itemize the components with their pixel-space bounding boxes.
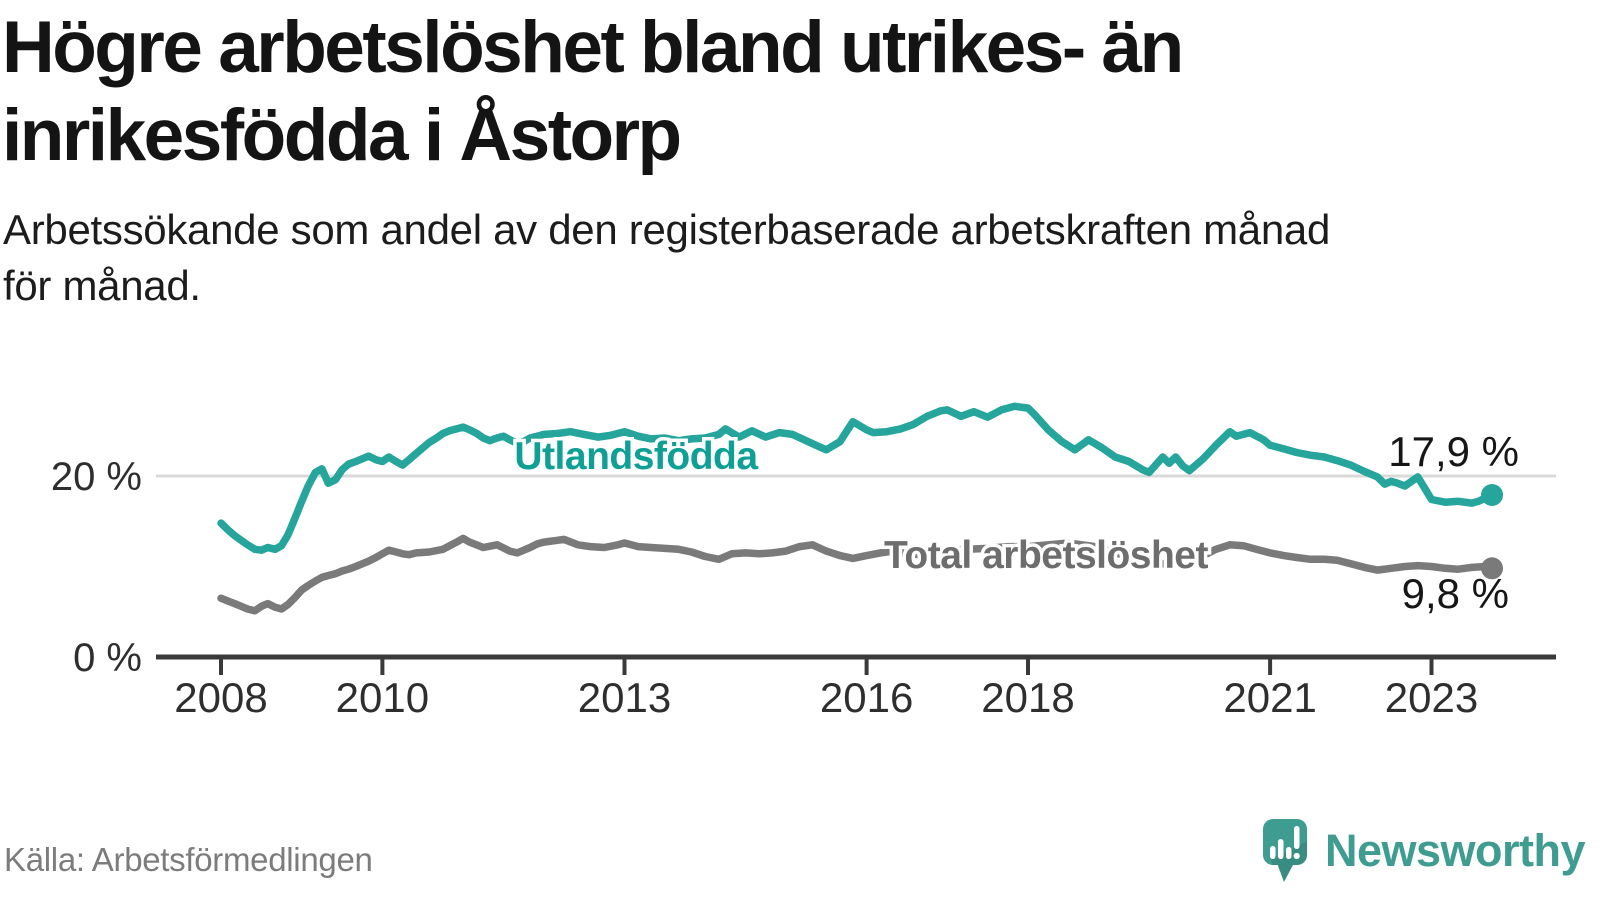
series-line	[217, 402, 1496, 554]
newsworthy-wordmark: Newsworthy	[1325, 825, 1586, 876]
page-title: Högre arbetslöshet bland utrikes- än inri…	[2, 4, 1382, 180]
y-tick-label: 20 %	[51, 455, 142, 499]
x-tick-label: 2023	[1385, 674, 1478, 721]
source-caption: Källa: Arbetsförmedlingen	[4, 841, 373, 878]
logo-exclamation-dot	[1293, 852, 1300, 860]
logo-bar-2	[1278, 839, 1284, 859]
title-line-2: inrikesfödda i Åstorp	[2, 95, 682, 176]
end-value-label: 9,8 %	[1402, 570, 1509, 617]
y-tick-label: 0 %	[73, 636, 142, 680]
series-label: Total arbetslöshet	[884, 534, 1209, 577]
logo-bar-1	[1270, 846, 1276, 859]
x-tick-label: 2016	[820, 674, 913, 721]
newsworthy-brand: Newsworthy	[1262, 816, 1586, 886]
x-tick-label: 2018	[981, 674, 1074, 721]
logo-bar-3	[1286, 847, 1292, 859]
logo-exclamation-stem	[1294, 826, 1300, 849]
series-end-dot	[1481, 557, 1504, 580]
x-tick-label: 2013	[578, 674, 671, 721]
subtitle-line-2: för månad.	[3, 262, 201, 309]
x-tick-label: 2021	[1223, 674, 1316, 721]
chart-subtitle: Arbetssökande som andel av den registerb…	[3, 202, 1563, 314]
end-value-label: 17,9 %	[1388, 428, 1519, 475]
series-line	[217, 534, 1496, 615]
x-tick-label: 2008	[174, 674, 267, 721]
title-line-1: Högre arbetslöshet bland utrikes- än	[2, 7, 1184, 88]
series-label: Utlandsfödda	[514, 435, 758, 478]
series-end-dot	[1481, 484, 1504, 507]
newsworthy-logo-icon	[1263, 819, 1307, 882]
x-tick-label: 2010	[336, 674, 429, 721]
subtitle-line-1: Arbetssökande som andel av den registerb…	[3, 206, 1331, 253]
